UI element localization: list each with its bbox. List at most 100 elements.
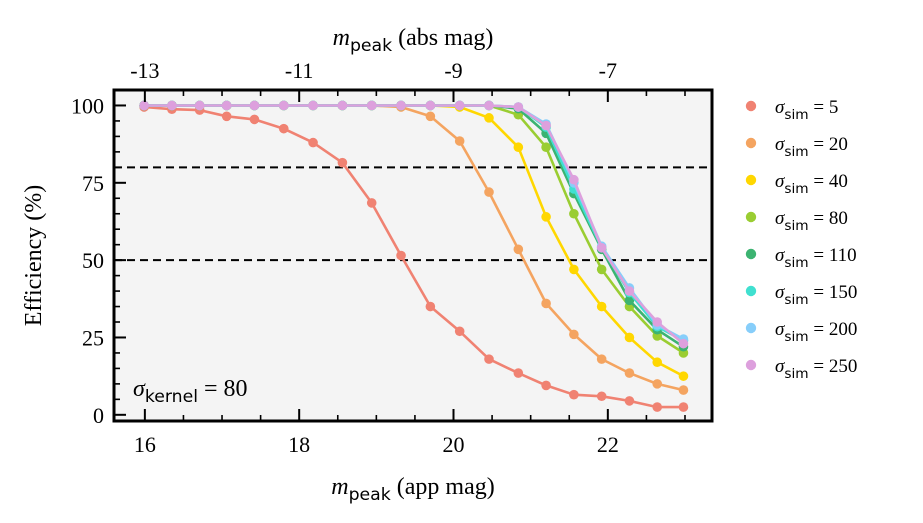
top-xtick-label--7: -7 bbox=[599, 58, 617, 83]
point-5-18 bbox=[652, 402, 663, 412]
point-250-10 bbox=[425, 100, 436, 111]
point-80-15 bbox=[569, 208, 579, 219]
legend-label-250-symbol: σ bbox=[775, 356, 785, 377]
point-250-11 bbox=[454, 100, 465, 111]
legend-marker-5 bbox=[745, 100, 757, 112]
point-250-17 bbox=[624, 286, 635, 296]
legend-label-200-symbol: σ bbox=[775, 319, 785, 340]
point-250-14 bbox=[541, 120, 551, 131]
legend-label-200-subscript: sim bbox=[784, 329, 808, 345]
legend-label-150-subscript: sim bbox=[784, 292, 808, 308]
point-250-6 bbox=[308, 100, 318, 111]
point-20-12 bbox=[484, 187, 494, 197]
point-5-16 bbox=[596, 391, 607, 402]
legend-label-20: σsim = 20 bbox=[775, 134, 848, 160]
series-sigma-250 bbox=[139, 100, 689, 349]
legend-label-150: σsim = 150 bbox=[775, 282, 857, 308]
top-x-axis-label: mpeak (abs mag) bbox=[333, 25, 494, 56]
series-sigma-5 bbox=[139, 102, 689, 412]
legend-label-80-subscript: sim bbox=[784, 218, 808, 234]
legend-label-200: σsim = 200 bbox=[775, 319, 857, 345]
point-250-0 bbox=[139, 100, 149, 111]
legend-label-5-symbol: σ bbox=[775, 97, 785, 118]
point-40-17 bbox=[624, 332, 635, 343]
ytick-label-0: 0 bbox=[93, 403, 104, 428]
point-5-13 bbox=[513, 368, 524, 378]
point-250-8 bbox=[366, 100, 377, 111]
legend-label-150-symbol: σ bbox=[775, 282, 785, 303]
legend-label-80: σsim = 80 bbox=[775, 208, 848, 234]
legend-label-80-symbol: σ bbox=[775, 208, 785, 229]
axis-labels: mpeak (app mag)mpeak (abs mag)Efficiency… bbox=[21, 25, 495, 505]
top-x-axis-label-subscript: peak bbox=[350, 36, 392, 56]
legend-marker-80 bbox=[745, 211, 757, 223]
legend-marker-150 bbox=[745, 285, 757, 297]
legend-label-40-symbol: σ bbox=[775, 171, 785, 192]
point-40-14 bbox=[541, 212, 551, 222]
legend-marker-200 bbox=[745, 322, 757, 334]
ytick-label-100: 100 bbox=[71, 93, 104, 118]
legend-label-40-subscript: sim bbox=[784, 181, 808, 197]
kernel-annotation-symbol: σ bbox=[133, 376, 146, 402]
series-layer bbox=[139, 100, 689, 412]
legend-label-80-text: = 80 bbox=[809, 208, 848, 229]
point-40-15 bbox=[569, 264, 579, 275]
point-5-7 bbox=[337, 157, 348, 168]
point-5-19 bbox=[678, 402, 689, 412]
kernel-annotation-text: = 80 bbox=[198, 376, 248, 402]
legend-item-80: σsim = 80 bbox=[745, 208, 848, 234]
point-5-9 bbox=[396, 250, 406, 261]
point-5-3 bbox=[221, 111, 232, 122]
top-xtick-label--11: -11 bbox=[285, 58, 314, 83]
legend-marker-40 bbox=[745, 174, 757, 186]
point-20-18 bbox=[652, 379, 663, 389]
legend-label-5-subscript: sim bbox=[784, 107, 808, 123]
point-5-15 bbox=[569, 389, 579, 400]
x-axis-label-subscript: peak bbox=[349, 485, 391, 505]
legend-label-20-symbol: σ bbox=[775, 134, 785, 155]
plot-frame bbox=[112, 88, 714, 423]
point-5-12 bbox=[484, 354, 494, 364]
point-20-11 bbox=[454, 136, 465, 146]
top-xtick-label--13: -13 bbox=[130, 58, 159, 83]
point-250-15 bbox=[569, 174, 579, 185]
point-250-13 bbox=[513, 102, 524, 112]
ytick-label-50: 50 bbox=[82, 248, 104, 273]
legend-label-20-subscript: sim bbox=[784, 144, 808, 160]
legend-label-200-text: = 200 bbox=[809, 319, 858, 340]
legend-label-110: σsim = 110 bbox=[775, 245, 857, 271]
plot-background bbox=[114, 90, 712, 421]
tick-labels: 16 18 20 22 0 25 50 75 100 -13 -11 -9 -7 bbox=[71, 58, 619, 457]
legend-item-250: σsim = 250 bbox=[745, 356, 857, 382]
legend-item-150: σsim = 150 bbox=[745, 282, 857, 308]
point-20-17 bbox=[624, 368, 635, 378]
legend-label-40-text: = 40 bbox=[809, 171, 848, 192]
legend-marker-110 bbox=[745, 248, 757, 260]
point-5-4 bbox=[249, 114, 260, 125]
top-x-axis-label-text: (abs mag) bbox=[392, 25, 493, 51]
point-40-13 bbox=[513, 142, 524, 153]
point-20-14 bbox=[541, 298, 551, 309]
point-250-16 bbox=[596, 242, 607, 253]
top-x-axis-label-symbol: m bbox=[333, 25, 350, 51]
xtick-label-18: 18 bbox=[288, 432, 310, 457]
top-xtick-label--9: -9 bbox=[444, 58, 462, 83]
point-5-11 bbox=[454, 326, 465, 337]
legend-label-20-text: = 20 bbox=[809, 134, 848, 155]
xtick-label-20: 20 bbox=[443, 432, 465, 457]
ticks bbox=[114, 90, 686, 421]
point-20-19 bbox=[678, 385, 689, 395]
kernel-annotation: σkernel = 80 bbox=[133, 376, 248, 407]
point-5-17 bbox=[624, 396, 635, 406]
point-250-5 bbox=[278, 100, 289, 111]
legend-marker-20 bbox=[745, 137, 757, 149]
legend-label-250: σsim = 250 bbox=[775, 356, 857, 382]
point-250-9 bbox=[396, 100, 406, 111]
annotation: σkernel = 80 bbox=[133, 376, 248, 407]
point-250-2 bbox=[194, 100, 205, 111]
legend-item-5: σsim = 5 bbox=[745, 97, 838, 123]
legend-item-20: σsim = 20 bbox=[745, 134, 848, 160]
point-40-18 bbox=[652, 357, 663, 368]
point-250-19 bbox=[678, 338, 689, 349]
